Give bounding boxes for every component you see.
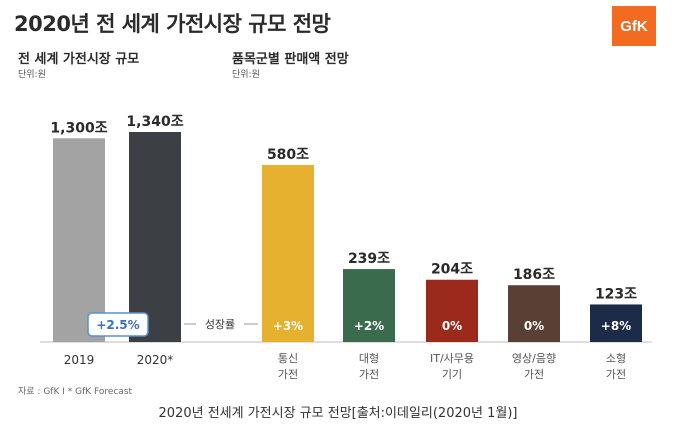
growth-label: +8%	[601, 319, 631, 333]
x-tick-label: 통신	[278, 352, 298, 365]
source-note: 자료 : GfK I * GfK Forecast	[18, 387, 133, 397]
data-label: 123조	[595, 286, 637, 302]
x-tick-label: 2019	[64, 353, 95, 367]
left-section-unit: 단위:원	[18, 70, 46, 80]
x-tick-label: 2020*	[137, 353, 174, 367]
x-tick-label: 대형	[359, 352, 379, 365]
x-tick-label: IT/사무용	[430, 352, 474, 365]
x-tick-label: 가전	[359, 368, 379, 381]
bar-category	[262, 165, 314, 342]
data-label: 186조	[513, 267, 555, 283]
bar-total-2020	[129, 132, 181, 342]
growth-label-total: +2.5%	[96, 318, 139, 332]
right-section-heading: 품목군별 판매액 전망	[232, 52, 349, 67]
bar-category	[426, 279, 478, 342]
left-section-heading: 전 세계 가전시장 규모	[18, 52, 140, 67]
bar-category	[343, 269, 395, 342]
x-tick-label: 기기	[442, 368, 462, 381]
growth-badge-total	[87, 312, 149, 337]
x-tick-label: 가전	[606, 368, 626, 381]
gfk-logo: GfK	[612, 6, 656, 46]
x-tick-label: 영상/음향	[512, 352, 556, 365]
bar-total-2019	[53, 138, 105, 342]
bar-category	[508, 285, 560, 342]
data-label: 1,300조	[50, 120, 107, 136]
x-tick-label: 소형	[606, 352, 626, 365]
data-label: 204조	[431, 262, 473, 278]
x-tick-label: 가전	[524, 368, 544, 381]
growth-label: 0%	[524, 319, 544, 333]
page-title: 2020년 전 세계 가전시장 규모 전망	[14, 12, 331, 36]
data-label: 1,340조	[126, 114, 183, 130]
data-label: 580조	[267, 147, 309, 163]
growth-label: 0%	[442, 319, 462, 333]
growth-rate-label: 성장률	[205, 318, 235, 331]
bar-category	[590, 304, 642, 342]
image-caption: 2020년 전세계 가전시장 규모 전망[출처:이데일리(2020년 1월)]	[158, 406, 518, 421]
growth-label: +2%	[354, 319, 384, 333]
data-label: 239조	[348, 251, 390, 267]
right-section-unit: 단위:원	[232, 70, 260, 80]
growth-label: +3%	[273, 319, 303, 333]
x-tick-label: 가전	[278, 368, 298, 381]
